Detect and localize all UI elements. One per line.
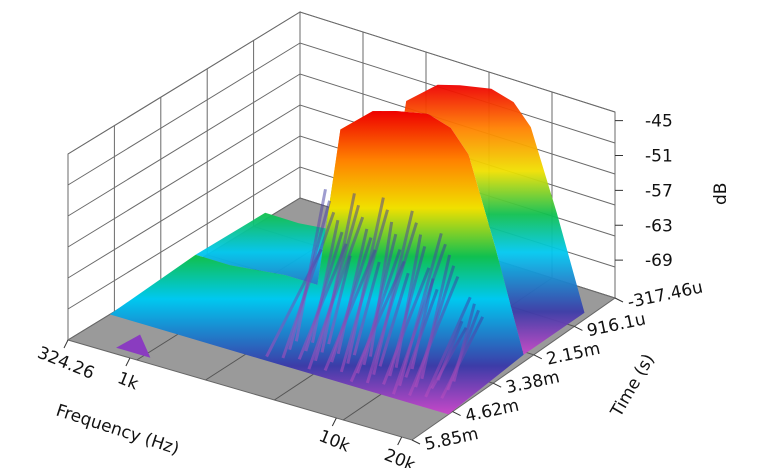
y-tick-mark: [574, 325, 583, 331]
surface-ridge: [320, 193, 356, 353]
x-tick-mark: [125, 357, 131, 367]
surface-ridge: [424, 296, 472, 398]
surface-ridge: [408, 275, 460, 397]
x-tick-mark: [397, 436, 403, 446]
y-tick-label: 3.38m: [504, 367, 561, 398]
y-tick-mark: [452, 411, 461, 417]
surface-ridge: [430, 327, 468, 390]
y-tick-mark: [492, 382, 502, 388]
surface-ridge: [391, 243, 447, 395]
z-axis-ticks: -45 -51 -57 -63 -69: [615, 112, 673, 271]
y-tick-mark: [411, 439, 421, 445]
x-tick-label: 1k: [114, 368, 141, 394]
surface-ridge: [297, 243, 348, 360]
y-tick-label: 5.85m: [423, 424, 480, 455]
surface-ridge: [440, 316, 485, 399]
surface-ridge: [420, 254, 452, 380]
x-tick-label: 10k: [316, 426, 353, 456]
x-tick-mark: [331, 417, 337, 427]
surface-ridge: [281, 211, 336, 359]
y-axis-title: Time (s): [607, 351, 659, 422]
y-tick-label: 2.15m: [545, 339, 602, 370]
y-tick-mark: [533, 354, 543, 360]
y-tick-label: -317.46u: [626, 277, 705, 312]
x-axis-title: Frequency (Hz): [53, 401, 181, 460]
surface-ridge: [372, 210, 414, 375]
z-tick-label: -69: [645, 251, 673, 271]
surface-ridge: [327, 255, 352, 345]
y-tick-label: 4.62m: [463, 396, 520, 427]
z-tick-label: -63: [645, 216, 673, 236]
data-surface: [109, 84, 585, 415]
surface-ridge: [313, 204, 361, 362]
surface-ridge: [365, 222, 418, 384]
surface-ridge: [378, 272, 410, 367]
surface-ridge: [288, 200, 332, 351]
x-tick-mark: [63, 339, 69, 349]
surface-ridge: [346, 197, 385, 364]
surface-ridge: [339, 209, 389, 373]
surface-ridge: [352, 261, 381, 356]
y-tick-label: 916.1u: [585, 309, 647, 341]
surface-top: [195, 84, 585, 355]
surface-ridge: [382, 267, 431, 385]
z-tick-label: -51: [645, 147, 673, 167]
z-axis-title: dB: [711, 183, 731, 205]
x-tick-label: 324.26: [35, 343, 98, 384]
surface-ridge: [311, 219, 340, 343]
surface-ridge: [404, 288, 439, 378]
z-tick-label: -57: [645, 181, 673, 201]
surface-small-peak: [116, 334, 151, 358]
y-tick-mark: [614, 297, 624, 303]
surface-ridge: [307, 216, 365, 370]
x-tick-label: 20k: [381, 445, 418, 468]
z-tick-label: -45: [645, 112, 673, 132]
